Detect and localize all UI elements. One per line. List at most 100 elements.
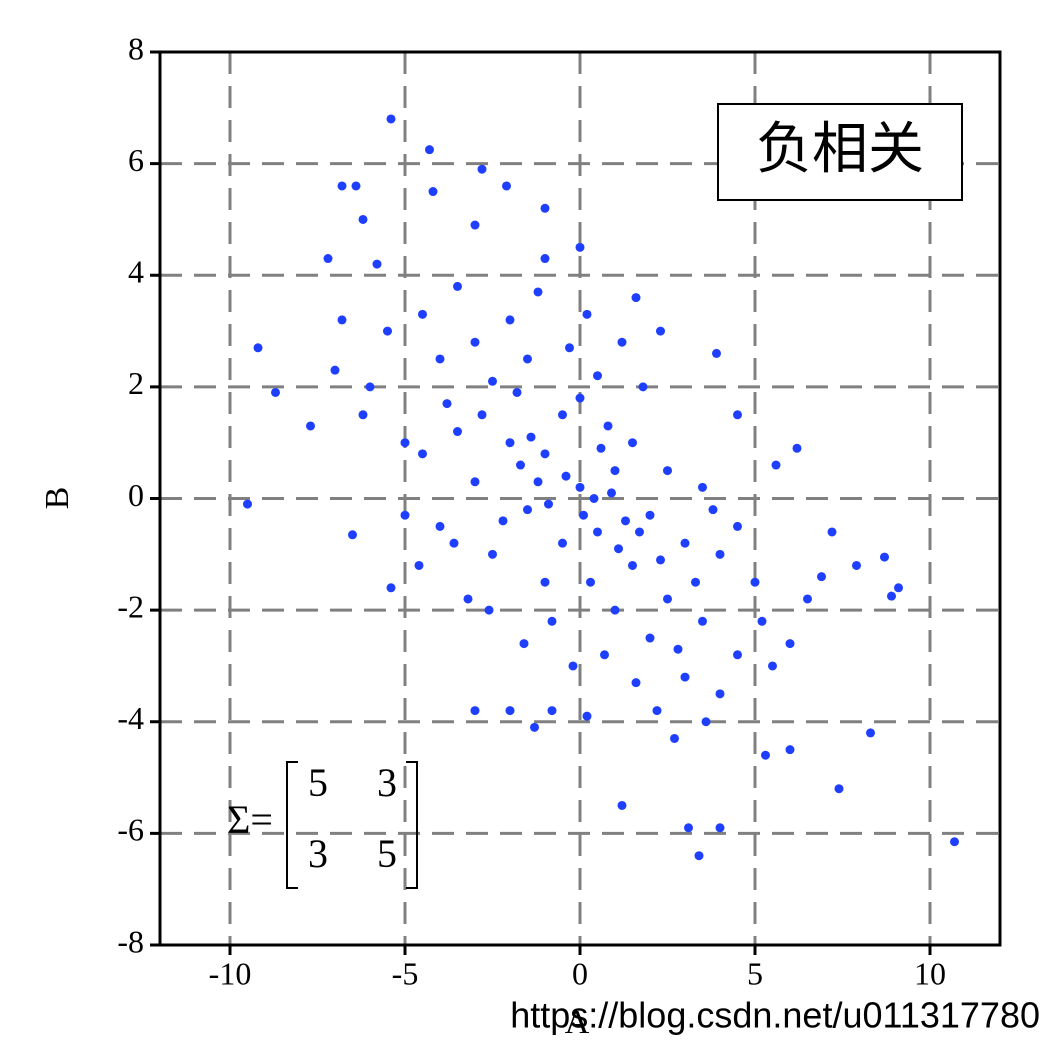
point [540,449,550,459]
point [708,505,718,515]
point [880,552,889,562]
point [610,605,620,615]
y-axis-label: B [39,487,76,510]
point [243,499,252,509]
point [582,309,592,319]
point [351,181,361,191]
point [523,354,532,364]
point [442,399,452,409]
point [519,639,529,649]
x-tick-label: -10 [209,955,252,991]
point [631,678,641,688]
y-tick-label: 8 [128,30,144,66]
point [502,181,511,191]
point [768,661,777,671]
point [323,254,333,264]
point [603,421,613,431]
x-axis-label: A [565,1004,590,1041]
point [498,516,508,526]
point [579,510,588,520]
point [680,672,690,682]
matrix-cell: 3 [377,760,397,805]
point [337,315,347,325]
point [635,527,644,537]
point [533,287,543,297]
point [803,594,812,604]
point [589,494,599,503]
annotation-box [717,103,963,201]
point [271,387,280,397]
y-tick-label: 0 [128,477,144,513]
point [358,410,368,420]
y-tick-label: 6 [128,142,144,178]
point [852,560,861,570]
point [372,259,382,269]
point [621,516,630,526]
x-tick-label: 5 [747,955,763,991]
x-tick-label: 0 [572,955,588,991]
point [477,410,487,420]
point [715,549,725,559]
point [614,544,623,554]
y-tick-label: -6 [117,812,144,848]
points [243,114,959,861]
y-tick-label: -2 [117,588,144,624]
point [593,371,602,381]
point [400,510,410,520]
point [715,689,725,699]
point [757,616,767,626]
point [453,427,462,437]
point [383,326,392,336]
point [792,443,802,453]
point [733,410,742,420]
point [691,577,700,587]
point [712,348,721,358]
point [386,114,396,124]
point [656,326,665,336]
point [523,505,532,515]
point [733,650,742,660]
point [418,449,427,459]
point [488,549,497,559]
point [701,717,711,727]
watermark: https://blog.csdn.net/u011317780 [510,995,1040,1036]
point [330,365,340,375]
point [544,499,553,509]
point [698,616,707,626]
matrix-cell: 5 [377,831,397,876]
point [558,538,567,548]
point [533,477,543,487]
point [470,220,480,230]
point [698,482,707,492]
point [715,823,725,833]
point [670,733,679,743]
point [645,633,655,643]
point [505,438,515,448]
point [596,443,606,453]
matrix-cell: 5 [308,760,328,805]
point [453,281,462,291]
point [887,591,896,601]
point [600,650,609,660]
point [558,410,567,420]
point [540,203,550,213]
point [628,560,637,570]
y-tick-label: 2 [128,365,144,401]
point [680,538,690,548]
point [470,706,480,716]
point [337,181,347,191]
point [547,616,557,626]
point [400,438,410,448]
point [607,488,616,498]
annotation: 负相关 [756,119,924,181]
point [425,145,434,155]
point [950,837,959,847]
point [593,527,602,537]
point [530,722,539,732]
point [866,728,875,738]
point [428,187,438,197]
point [663,594,672,604]
y-tick-label: 4 [128,254,144,290]
